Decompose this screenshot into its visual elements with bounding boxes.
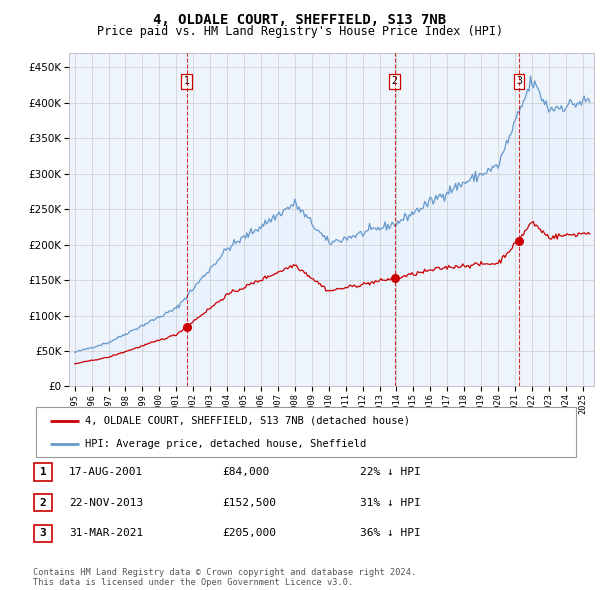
Text: 3: 3	[40, 529, 46, 538]
Text: 31% ↓ HPI: 31% ↓ HPI	[360, 498, 421, 507]
Text: Contains HM Land Registry data © Crown copyright and database right 2024.
This d: Contains HM Land Registry data © Crown c…	[33, 568, 416, 587]
Text: 22% ↓ HPI: 22% ↓ HPI	[360, 467, 421, 477]
Text: 17-AUG-2001: 17-AUG-2001	[69, 467, 143, 477]
Text: 36% ↓ HPI: 36% ↓ HPI	[360, 529, 421, 538]
Text: 1: 1	[184, 77, 190, 87]
Text: £84,000: £84,000	[222, 467, 269, 477]
Text: £205,000: £205,000	[222, 529, 276, 538]
Text: Price paid vs. HM Land Registry's House Price Index (HPI): Price paid vs. HM Land Registry's House …	[97, 25, 503, 38]
Text: 3: 3	[516, 77, 522, 87]
Text: 4, OLDALE COURT, SHEFFIELD, S13 7NB (detached house): 4, OLDALE COURT, SHEFFIELD, S13 7NB (det…	[85, 415, 410, 425]
Text: 31-MAR-2021: 31-MAR-2021	[69, 529, 143, 538]
Text: 22-NOV-2013: 22-NOV-2013	[69, 498, 143, 507]
Text: 4, OLDALE COURT, SHEFFIELD, S13 7NB: 4, OLDALE COURT, SHEFFIELD, S13 7NB	[154, 13, 446, 27]
Text: 2: 2	[392, 77, 398, 87]
Text: 2: 2	[40, 498, 46, 507]
Text: 1: 1	[40, 467, 46, 477]
Text: £152,500: £152,500	[222, 498, 276, 507]
Text: HPI: Average price, detached house, Sheffield: HPI: Average price, detached house, Shef…	[85, 439, 366, 449]
